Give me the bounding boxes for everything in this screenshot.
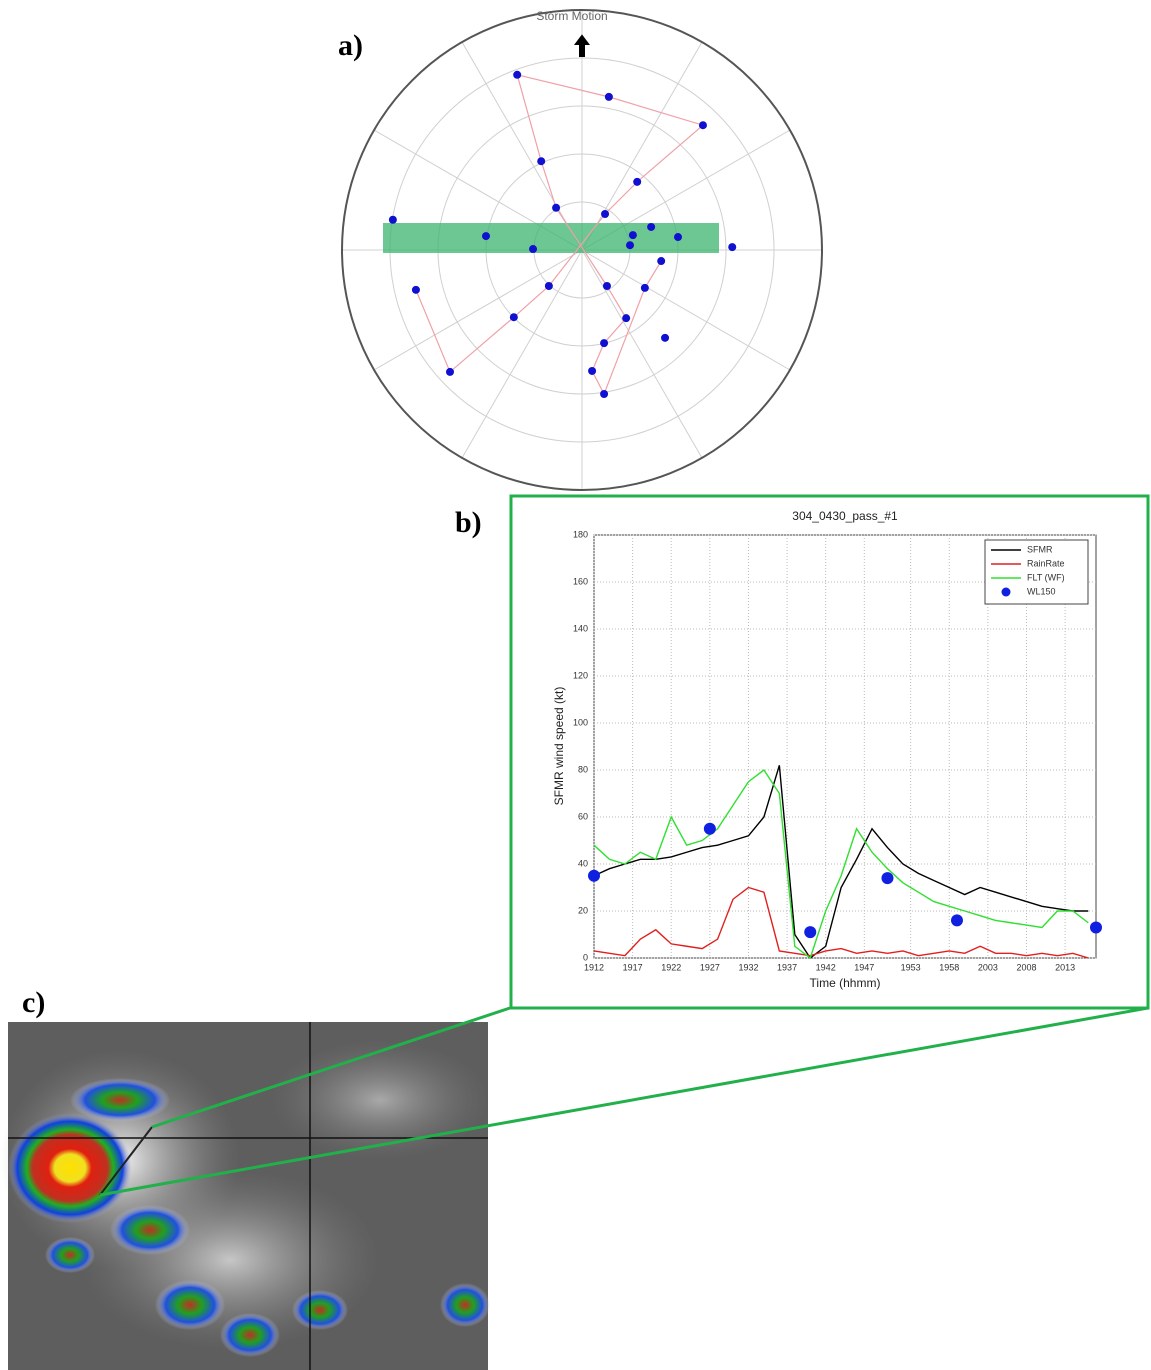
series-line bbox=[593, 886, 1089, 959]
series-line bbox=[593, 768, 1089, 960]
marker bbox=[1090, 921, 1102, 934]
x-tick-label: 1937 bbox=[777, 962, 797, 972]
x-tick-label: 2008 bbox=[1016, 962, 1036, 972]
legend-label: WL150 bbox=[1027, 586, 1056, 596]
chart-title: Storm Motion bbox=[536, 9, 607, 23]
point bbox=[513, 70, 522, 79]
marker bbox=[950, 914, 963, 927]
y-axis-label: SFMR wind speed (kt) bbox=[552, 687, 566, 806]
marker bbox=[588, 869, 600, 882]
y-tick-label: 100 bbox=[573, 717, 588, 727]
chart-title: 304_0430_pass_#1 bbox=[792, 509, 898, 523]
y-tick-label: 140 bbox=[573, 623, 588, 633]
point bbox=[647, 222, 656, 231]
point bbox=[388, 215, 397, 224]
point bbox=[622, 314, 631, 323]
plot-area bbox=[593, 534, 1097, 959]
x-tick-label: 2013 bbox=[1055, 962, 1075, 972]
x-tick-label: 1947 bbox=[854, 962, 874, 972]
y-tick-label: 160 bbox=[573, 576, 588, 586]
panel-label: b) bbox=[455, 506, 482, 539]
point bbox=[674, 233, 682, 242]
point bbox=[411, 285, 420, 294]
y-tick-label: 0 bbox=[583, 952, 588, 962]
point bbox=[661, 333, 670, 342]
highlight-band bbox=[383, 223, 719, 253]
marker bbox=[703, 822, 716, 835]
x-tick-label: 1958 bbox=[939, 962, 959, 972]
marker bbox=[804, 926, 817, 939]
legend-swatch bbox=[1001, 587, 1011, 597]
point bbox=[698, 121, 707, 130]
x-tick-label: 2003 bbox=[978, 962, 998, 972]
x-tick-label: 1922 bbox=[661, 962, 681, 972]
x-tick-label: 1932 bbox=[738, 962, 758, 972]
point bbox=[640, 283, 649, 292]
point bbox=[482, 232, 490, 241]
point bbox=[446, 367, 454, 376]
motion-arrow bbox=[574, 34, 590, 57]
x-tick-label: 1953 bbox=[901, 962, 921, 972]
x-tick-label: 1912 bbox=[584, 962, 604, 972]
point bbox=[633, 177, 642, 186]
legend-label: RainRate bbox=[1027, 558, 1065, 568]
legend-label: FLT (WF) bbox=[1027, 572, 1065, 582]
point bbox=[602, 282, 611, 290]
point bbox=[509, 313, 518, 322]
panel-label: c) bbox=[22, 986, 45, 1019]
point bbox=[601, 210, 610, 218]
x-tick-label: 1927 bbox=[700, 962, 720, 972]
x-tick-label: 1917 bbox=[623, 962, 643, 972]
y-tick-label: 80 bbox=[578, 764, 588, 774]
satellite-image bbox=[0, 1022, 490, 1370]
connector-lines bbox=[99, 1006, 1149, 1197]
marker bbox=[881, 872, 894, 885]
y-tick-label: 120 bbox=[573, 670, 588, 680]
point bbox=[657, 257, 666, 266]
point bbox=[604, 92, 613, 101]
point bbox=[552, 203, 561, 212]
legend-label: SFMR bbox=[1027, 544, 1053, 554]
y-tick-label: 40 bbox=[578, 858, 588, 868]
y-tick-label: 20 bbox=[578, 905, 588, 915]
point bbox=[628, 231, 637, 240]
point bbox=[626, 241, 634, 250]
y-tick-label: 180 bbox=[573, 529, 588, 539]
x-axis-label: Time (hhmm) bbox=[810, 976, 881, 990]
point bbox=[600, 390, 609, 398]
track-line bbox=[415, 73, 705, 396]
point bbox=[600, 339, 609, 348]
point bbox=[529, 245, 538, 254]
x-tick-label: 1942 bbox=[816, 962, 836, 972]
point bbox=[728, 243, 737, 252]
panel-label: a) bbox=[338, 29, 363, 62]
y-tick-label: 60 bbox=[578, 811, 588, 821]
point bbox=[544, 282, 553, 290]
point bbox=[588, 366, 597, 375]
point bbox=[537, 157, 546, 166]
series-line bbox=[593, 765, 1089, 960]
